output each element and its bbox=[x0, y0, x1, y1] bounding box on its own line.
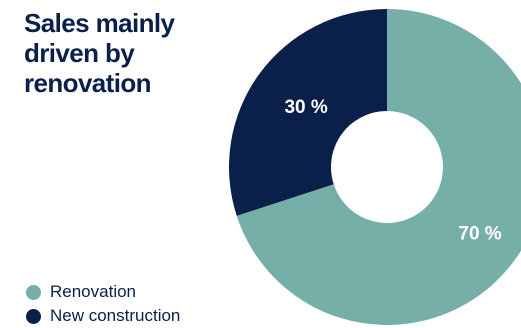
slice-renovation bbox=[236, 9, 521, 325]
legend-label-renovation: Renovation bbox=[50, 282, 137, 301]
slice-new-construction bbox=[229, 9, 387, 216]
legend-item-new-construction: New construction bbox=[26, 304, 180, 328]
legend-item-renovation: Renovation bbox=[26, 280, 180, 304]
slice-label-renovation: 70 % bbox=[458, 224, 501, 245]
legend-swatch-new-construction bbox=[26, 308, 41, 324]
legend: Renovation New construction bbox=[26, 280, 180, 328]
legend-swatch-renovation bbox=[26, 284, 41, 300]
chart-title: Sales mainly driven by renovation bbox=[24, 8, 175, 98]
legend-label-new-construction: New construction bbox=[50, 306, 181, 325]
slice-label-new-construction: 30 % bbox=[284, 97, 327, 118]
